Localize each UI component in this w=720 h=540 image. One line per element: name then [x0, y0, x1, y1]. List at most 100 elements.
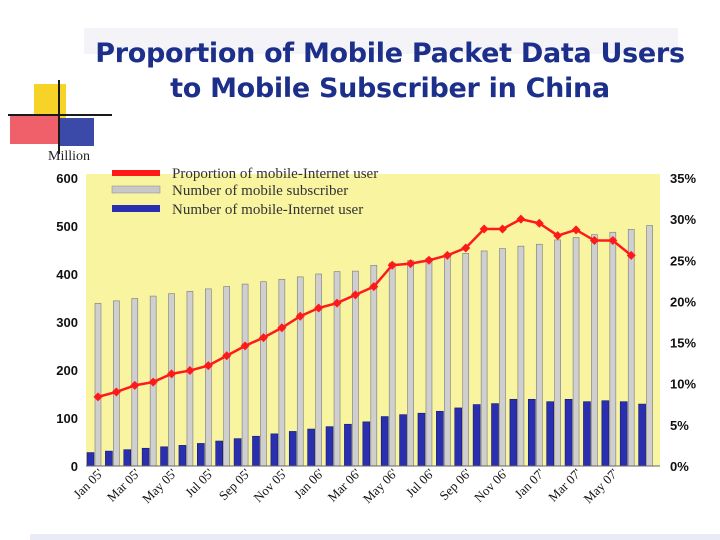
- proportion-point: [350, 290, 360, 300]
- internet-user-bar: [197, 443, 205, 467]
- x-tick-label: Jan 06': [291, 466, 327, 502]
- decor-vertical-line: [58, 80, 60, 154]
- internet-user-bar: [399, 414, 407, 467]
- x-tick-label: May 06': [360, 466, 401, 507]
- internet-user-bar: [215, 440, 224, 467]
- proportion-point: [295, 311, 305, 321]
- bottom-strip: [30, 534, 720, 540]
- subscriber-bar: [480, 250, 488, 467]
- proportion-point: [553, 231, 563, 241]
- proportion-point: [424, 255, 434, 265]
- left-tick-label: 300: [56, 315, 78, 330]
- subscriber-bar: [113, 300, 120, 467]
- right-tick-label: 35%: [670, 171, 696, 186]
- slide-title: Proportion of Mobile Packet Data Users t…: [60, 36, 720, 106]
- proportion-point: [369, 282, 379, 292]
- title-line-2: to Mobile Subscriber in China: [170, 73, 610, 104]
- subscriber-bar: [444, 255, 451, 467]
- internet-user-bar: [546, 401, 554, 467]
- internet-user-bar: [509, 398, 518, 467]
- proportion-point: [516, 214, 526, 224]
- internet-user-bar: [252, 435, 260, 467]
- proportion-point: [203, 361, 213, 371]
- x-tick-label: Mar 07': [545, 466, 584, 505]
- internet-user-bar: [86, 452, 95, 467]
- internet-user-bar: [160, 446, 168, 467]
- subscriber-bar: [388, 262, 396, 467]
- legend-swatch-proportion: [112, 170, 160, 176]
- internet-user-bar: [362, 421, 371, 467]
- internet-user-bar: [527, 398, 536, 467]
- legend: Proportion of mobile-Internet user Numbe…: [111, 166, 378, 218]
- subscriber-bar: [535, 243, 543, 467]
- subscriber-bar: [499, 248, 506, 467]
- internet-user-bar: [270, 433, 279, 467]
- x-tick-label: Nov 06': [471, 466, 511, 506]
- proportion-point: [314, 303, 324, 313]
- x-axis-ticks: Jan 05'Mar 05'May 05' Jul 05' Sep 05'Nov 0…: [70, 466, 621, 507]
- subscriber-bars: [94, 225, 653, 467]
- proportion-point: [498, 224, 508, 234]
- internet-user-bar: [123, 449, 132, 467]
- title-line-1: Proportion of Mobile Packet Data Users: [95, 38, 685, 69]
- subscriber-bar: [425, 257, 433, 467]
- x-tick-label: Jul 05': [182, 466, 216, 500]
- subscriber-bar: [646, 225, 653, 467]
- internet-user-bar: [105, 450, 113, 467]
- decor-blue-square: [60, 118, 94, 146]
- subscriber-bar: [278, 278, 286, 467]
- internet-user-bar: [233, 438, 242, 467]
- subscriber-bar: [296, 276, 304, 467]
- proportion-point: [332, 298, 342, 308]
- legend-label-subscriber: Number of mobile subscriber: [172, 183, 348, 199]
- internet-user-bar: [325, 426, 334, 467]
- subscriber-bar: [186, 290, 194, 467]
- proportion-point: [479, 224, 489, 234]
- left-tick-label: 100: [56, 411, 78, 426]
- x-tick-label: Nov 05': [250, 466, 290, 506]
- x-tick-label: May 07': [580, 466, 621, 507]
- x-tick-label: Sep 05': [216, 466, 254, 504]
- right-tick-label: 10%: [670, 377, 696, 392]
- subscriber-bar: [609, 231, 617, 467]
- right-axis-ticks: 0% 5% 10% 15% 20% 25% 30% 35%: [670, 171, 696, 474]
- proportion-point: [608, 236, 618, 246]
- legend-label-internet: Number of mobile-Internet user: [172, 202, 363, 218]
- proportion-point: [222, 351, 232, 361]
- left-tick-label: 200: [56, 363, 78, 378]
- left-tick-label: 400: [56, 267, 78, 282]
- internet-user-bar: [436, 410, 444, 467]
- title-band: [84, 28, 678, 54]
- internet-user-bar: [564, 398, 573, 467]
- proportion-point: [626, 250, 636, 260]
- subscriber-bar: [554, 239, 561, 467]
- subscriber-bar: [517, 245, 525, 467]
- proportion-point: [589, 236, 599, 246]
- internet-user-bar: [472, 404, 481, 467]
- decor-red-square: [10, 116, 58, 144]
- subscriber-bar: [591, 234, 598, 467]
- proportion-point: [185, 366, 195, 376]
- proportion-point: [240, 341, 250, 351]
- legend-swatch-subscriber: [111, 185, 161, 194]
- internet-user-bar: [178, 445, 187, 467]
- subscriber-bar: [241, 283, 249, 467]
- subscriber-bar: [223, 286, 231, 467]
- decor-horizontal-line: [8, 114, 112, 116]
- left-axis-ticks: 0 100 200 300 400 500 600: [56, 171, 78, 474]
- legend-swatch-internet: [112, 205, 160, 212]
- proportion-point: [148, 377, 158, 387]
- proportion-point: [534, 218, 544, 228]
- x-tick-label: Mar 05': [104, 466, 143, 505]
- subscriber-bar: [627, 229, 635, 467]
- x-tick-label: Jan 07': [511, 466, 547, 502]
- subscriber-bar: [352, 270, 359, 467]
- proportion-point: [167, 369, 177, 379]
- proportion-point: [277, 323, 287, 333]
- internet-user-bar: [491, 403, 499, 467]
- proportion-point: [258, 333, 268, 343]
- internet-user-bar: [380, 416, 389, 467]
- y-unit-label: Million: [48, 149, 90, 164]
- internet-user-bar: [619, 401, 628, 467]
